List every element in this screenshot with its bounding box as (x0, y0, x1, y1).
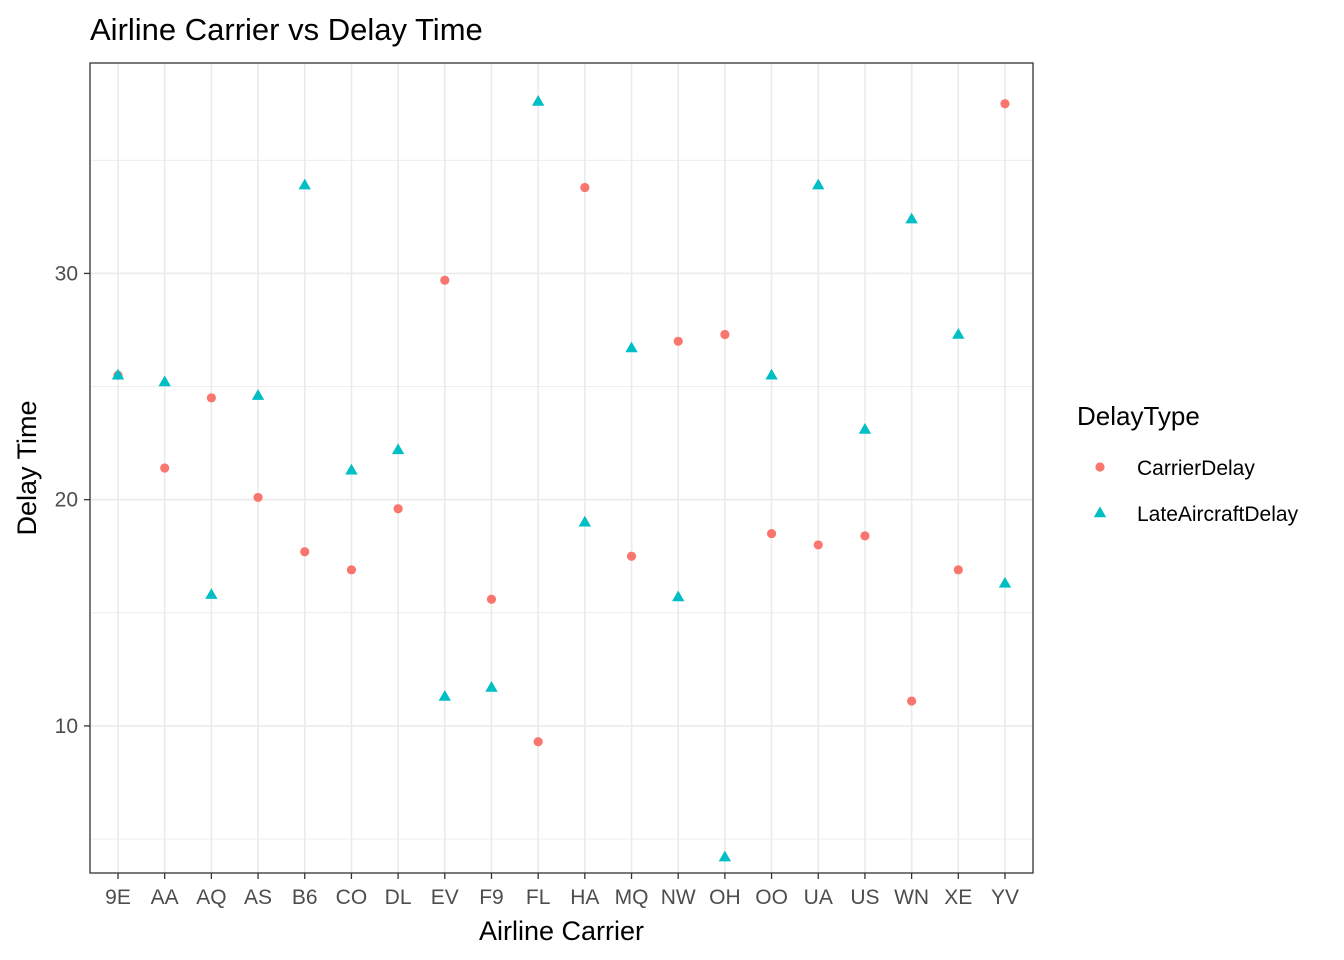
x-tick-label: UA (804, 886, 833, 909)
x-tick-label: XE (944, 886, 972, 909)
chart-title: Airline Carrier vs Delay Time (90, 12, 483, 47)
x-tick-label: AA (151, 886, 179, 909)
legend-title: DelayType (1077, 401, 1200, 431)
x-tick-label: OO (755, 886, 788, 909)
x-tick-label: DL (385, 886, 412, 909)
x-tick-label: AS (244, 886, 272, 909)
point-carrierdelay (673, 336, 683, 346)
point-lateaircraftdelay (858, 423, 872, 434)
point-carrierdelay (1000, 99, 1010, 109)
point-carrierdelay (393, 504, 403, 514)
point-carrierdelay (953, 565, 963, 575)
x-tick-label: YV (991, 886, 1019, 909)
point-lateaircraftdelay (998, 576, 1012, 588)
y-tick-label: 30 (55, 262, 78, 285)
plot-panel (89, 62, 1034, 874)
x-axis-title: Airline Carrier (479, 916, 644, 946)
point-carrierdelay (160, 463, 170, 473)
legend-key-carrierdelay (1095, 462, 1105, 472)
legend: DelayType CarrierDelay LateAircraftDelay (1077, 401, 1299, 526)
point-carrierdelay (440, 275, 450, 285)
x-tick-label: F9 (479, 886, 504, 909)
point-lateaircraftdelay (625, 341, 638, 353)
legend-label: LateAircraftDelay (1137, 503, 1299, 526)
point-carrierdelay (486, 594, 497, 604)
y-tick-label: 10 (55, 715, 78, 738)
point-carrierdelay (813, 540, 823, 550)
point-carrierdelay (346, 565, 357, 575)
x-tick-label: US (850, 886, 879, 909)
point-carrierdelay (860, 531, 870, 541)
y-tick-label: 20 (55, 489, 78, 512)
y-axis: 10 20 30 (55, 262, 90, 738)
legend-label: CarrierDelay (1137, 457, 1255, 480)
x-tick-label: FL (526, 886, 551, 909)
point-lateaircraftdelay (345, 463, 358, 475)
x-tick-label: B6 (292, 886, 318, 909)
point-lateaircraftdelay (251, 389, 265, 400)
x-tick-label: WN (894, 886, 929, 909)
point-lateaircraftdelay (485, 680, 498, 692)
panel-border (89, 62, 1034, 874)
point-lateaircraftdelay (578, 515, 592, 527)
point-carrierdelay (253, 492, 263, 503)
y-axis-title: Delay Time (12, 400, 42, 535)
x-tick-label: MQ (615, 886, 649, 909)
point-lateaircraftdelay (765, 368, 778, 380)
point-carrierdelay (766, 529, 777, 539)
point-lateaircraftdelay (205, 588, 218, 599)
point-lateaircraftdelay (952, 328, 965, 339)
x-tick-label: OH (709, 886, 741, 909)
point-lateaircraftdelay (531, 94, 545, 106)
point-lateaircraftdelay (391, 443, 405, 455)
grid-minor (90, 159, 1033, 840)
point-lateaircraftdelay (111, 368, 125, 380)
legend-key-lateaircraftdelay (1093, 506, 1107, 518)
point-lateaircraftdelay (812, 178, 825, 190)
point-lateaircraftdelay (298, 178, 311, 190)
point-lateaircraftdelay (672, 590, 685, 602)
x-tick-label: 9E (105, 886, 131, 909)
x-tick-label: HA (570, 886, 599, 909)
point-lateaircraftdelay (438, 690, 451, 701)
point-carrierdelay (300, 547, 310, 557)
x-axis: 9E AA AQ AS B6 CO DL EV F9 FL HA MQ NW OH OO UA US WN XE YV (105, 873, 1019, 909)
point-carrierdelay (580, 182, 590, 193)
x-tick-label: NW (661, 886, 696, 909)
point-carrierdelay (626, 551, 637, 561)
x-tick-label: CO (336, 886, 368, 909)
point-carrierdelay (720, 329, 730, 340)
point-lateaircraftdelay (905, 212, 918, 224)
point-lateaircraftdelay (158, 375, 171, 387)
point-carrierdelay (533, 737, 543, 747)
point-carrierdelay (206, 393, 216, 403)
point-carrierdelay (907, 696, 917, 706)
point-lateaircraftdelay (718, 850, 732, 862)
x-tick-label: AQ (196, 886, 226, 909)
x-tick-label: EV (431, 886, 459, 909)
data-points (111, 94, 1012, 862)
